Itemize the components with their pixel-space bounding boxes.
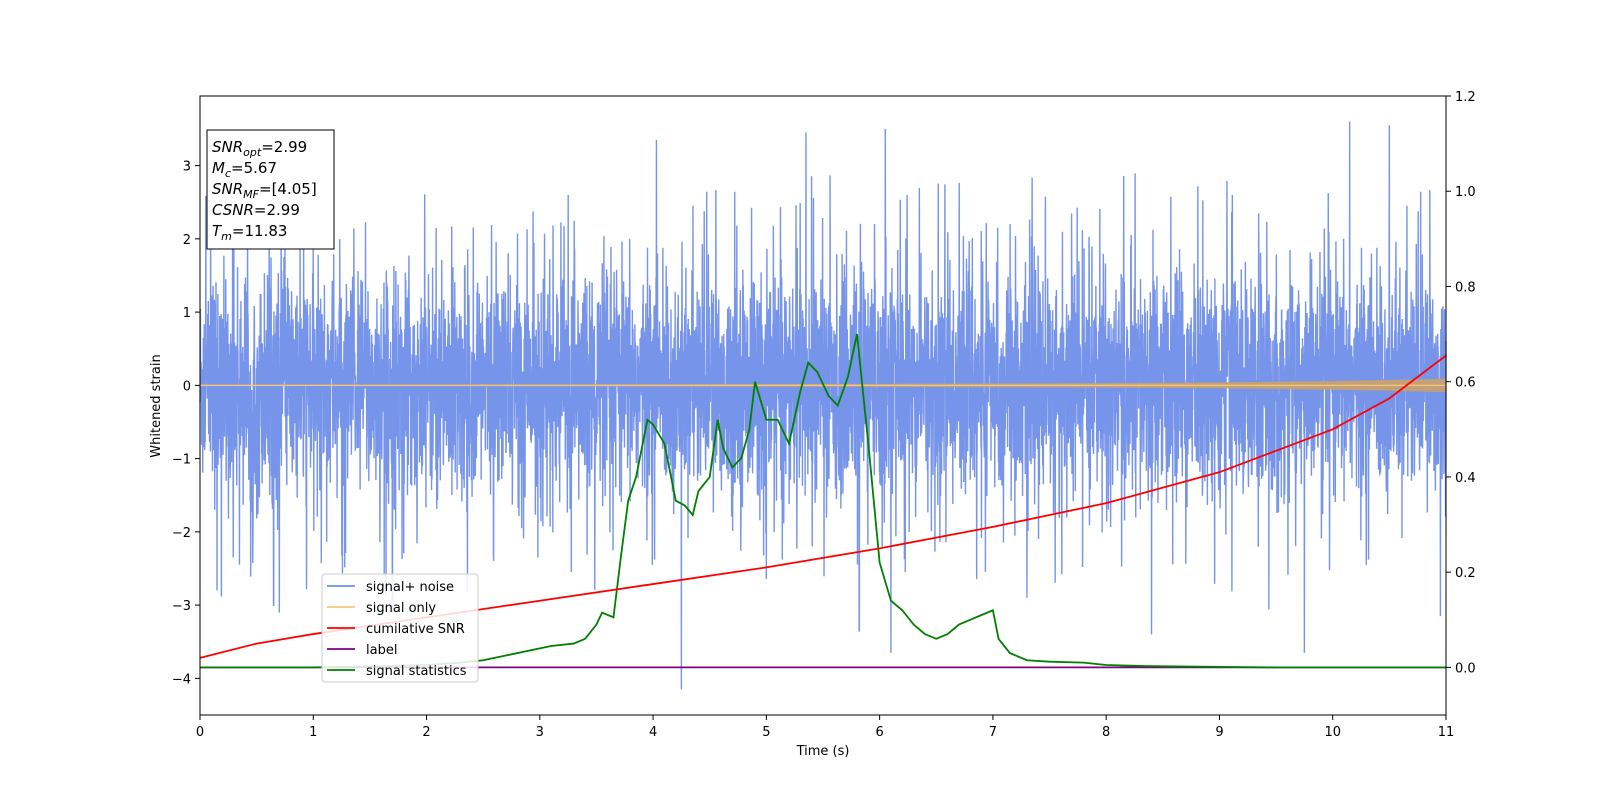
y-tick-label: 0	[183, 379, 191, 394]
x-tick-label: 0	[196, 725, 204, 740]
y-right-tick-label: 0.4	[1455, 471, 1476, 486]
x-tick-label: 3	[536, 725, 544, 740]
y-right-tick-label: 0.2	[1455, 566, 1476, 581]
y-tick-label: −4	[172, 672, 191, 687]
x-tick-label: 6	[875, 725, 883, 740]
y-right-tick-label: 1.0	[1455, 185, 1476, 200]
plot-frame	[199, 95, 1447, 716]
legend: signal+ noise signal only cumilative SNR la…	[321, 573, 479, 683]
legend-entry-label: cumilative SNR	[366, 622, 465, 637]
y-tick-label: −1	[172, 453, 191, 468]
stats-line: Mc=5.67	[212, 159, 277, 180]
series-signal-statistics-line	[200, 333, 1446, 669]
y-right-tick-label: 0.8	[1455, 280, 1476, 295]
x-tick-label: 11	[1438, 725, 1455, 740]
x-tick-label: 2	[422, 725, 430, 740]
legend-entry-label: label	[366, 643, 397, 658]
x-tick-label: 7	[989, 725, 997, 740]
legend-frame	[321, 573, 479, 683]
x-axis-label: Time (s)	[796, 744, 850, 759]
y-right-tick-label: 0.0	[1455, 661, 1476, 676]
x-tick-label: 8	[1102, 725, 1110, 740]
x-tick-label: 1	[309, 725, 317, 740]
y-right-tick-label: 0.6	[1455, 376, 1476, 391]
series-signal-noise-line	[199, 121, 1447, 690]
y-tick-label: −3	[172, 599, 191, 614]
stats-line: Tm=11.83	[212, 222, 287, 243]
y-right-tick-label: 1.2	[1455, 90, 1476, 105]
y-tick-label: 3	[183, 160, 191, 175]
y-tick-label: 2	[183, 233, 191, 248]
stats-box-frame	[206, 129, 335, 250]
y-tick-label: 1	[183, 306, 191, 321]
x-tick-label: 10	[1324, 725, 1341, 740]
legend-entry-label: signal statistics	[366, 664, 467, 679]
legend-entry-label: signal+ noise	[366, 580, 454, 595]
x-tick-label: 9	[1215, 725, 1223, 740]
y-tick-label: −2	[172, 526, 191, 541]
y-axis-label: Whitened strain	[149, 354, 164, 457]
stats-line: CSNR=2.99	[212, 201, 300, 219]
stats-line: SNRMF=[4.05]	[212, 180, 317, 201]
x-tick-label: 5	[762, 725, 770, 740]
axis-ticks: 0 1 2 3 4 5 6 7 8 9 10 113210−1−2−3−41.21.00.80.60.…	[172, 90, 1476, 740]
legend-entry-label: signal only	[366, 601, 436, 616]
stats-line: SNRopt=2.99	[212, 138, 307, 159]
x-tick-label: 4	[649, 725, 657, 740]
